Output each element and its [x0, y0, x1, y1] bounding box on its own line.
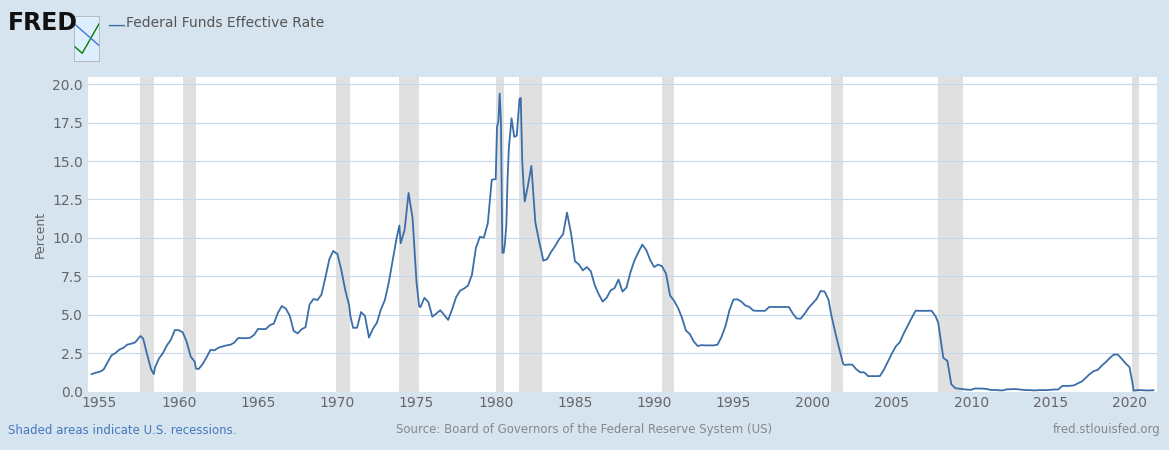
Text: fred.stlouisfed.org: fred.stlouisfed.org — [1053, 423, 1161, 436]
Bar — [336, 76, 351, 392]
Bar — [1133, 76, 1139, 392]
Text: Source: Board of Governors of the Federal Reserve System (US): Source: Board of Governors of the Federa… — [396, 423, 773, 436]
Bar — [939, 76, 963, 392]
Text: —: — — [108, 16, 125, 34]
Text: FRED: FRED — [8, 11, 78, 35]
Bar — [140, 76, 154, 392]
Bar — [519, 76, 542, 392]
Text: Shaded areas indicate U.S. recessions.: Shaded areas indicate U.S. recessions. — [8, 423, 236, 436]
Bar — [400, 76, 420, 392]
Bar — [662, 76, 675, 392]
Bar — [496, 76, 504, 392]
Bar — [182, 76, 196, 392]
Text: Federal Funds Effective Rate: Federal Funds Effective Rate — [126, 16, 325, 30]
Bar — [831, 76, 843, 392]
Y-axis label: Percent: Percent — [34, 211, 47, 257]
